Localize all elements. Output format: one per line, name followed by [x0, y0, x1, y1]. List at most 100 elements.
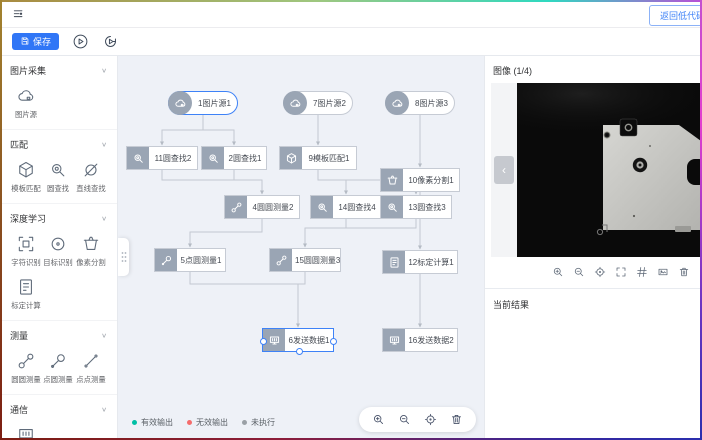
flow-node[interactable]: 13圆查找3 [380, 195, 452, 219]
cube-icon [280, 147, 302, 169]
chevron-down-icon: ∨ [101, 140, 107, 149]
sidebar-tool-label: 标定计算 [11, 301, 41, 310]
node-layer: 1图片源1 7图片源2 8图片源3 11圆查找2 2圆查找1 9模板匹配1 10像素分割1 4… [118, 56, 484, 440]
compare-icon[interactable] [657, 266, 669, 278]
sidebar-tool-label: 圆圆测量 [11, 375, 41, 384]
sidebar-section: 通信 ∨ [0, 395, 117, 440]
flow-node[interactable]: 4圆圆测量2 [224, 195, 300, 219]
cube-icon [16, 160, 36, 180]
inspection-image [517, 83, 702, 257]
flow-node[interactable]: 1图片源1 [168, 91, 238, 115]
save-button[interactable]: 保存 [12, 33, 60, 50]
image-panel-title: 图像 (1/4) [493, 66, 533, 76]
run-once-button[interactable] [72, 33, 89, 50]
sidebar-collapse-handle[interactable] [118, 238, 129, 276]
flow-canvas[interactable]: 1图片源1 7图片源2 8图片源3 11圆查找2 2圆查找1 9模板匹配1 10像素分割1 4… [118, 56, 484, 440]
sidebar-tool[interactable]: 点点测量 [75, 351, 107, 385]
sidebar-tool[interactable] [10, 425, 42, 440]
flow-node[interactable]: 6发送数据1 [259, 328, 337, 355]
cloud-icon [16, 86, 36, 106]
circle-search-icon [202, 147, 224, 169]
locate-icon[interactable] [594, 266, 606, 278]
flow-node[interactable]: 12标定计算1 [382, 250, 458, 274]
sidebar-tool[interactable]: 标定计算 [10, 277, 42, 311]
send-icon [383, 329, 405, 351]
flow-node-label: 6发送数据1 [288, 335, 330, 345]
inspector-panel: 图像 (1/4) ‹ [484, 56, 702, 440]
sidebar-section-header[interactable]: 测量 ∨ [10, 329, 107, 342]
sidebar-tool[interactable]: 字符识别 [10, 234, 42, 268]
sidebar-tool-label: 点圆测量 [43, 375, 74, 384]
flow-node[interactable]: 10像素分割1 [380, 168, 460, 192]
run-continuous-button[interactable] [102, 33, 119, 50]
sidebar-tool[interactable]: 模板匹配 [10, 160, 42, 194]
sidebar-tool[interactable]: 像素分割 [75, 234, 107, 268]
prev-image-button[interactable]: ‹ [494, 156, 514, 184]
legend-dot [242, 420, 247, 425]
back-to-lowcode-button[interactable]: 返回低代码 [648, 5, 702, 26]
flow-node-label: 12标定计算1 [408, 257, 454, 267]
sidebar-section: 图片采集 ∨ 图片源 [0, 56, 117, 130]
sidebar-section-header[interactable]: 匹配 ∨ [10, 138, 107, 151]
legend-label: 有效输出 [141, 418, 173, 427]
flow-node-label: 10像素分割1 [408, 175, 454, 185]
flow-node[interactable]: 7图片源2 [283, 91, 353, 115]
cloud-icon [283, 91, 307, 115]
flow-node[interactable]: 15圆圆测量3 [269, 248, 341, 272]
sidebar-section-header[interactable]: 图片采集 ∨ [10, 64, 107, 77]
flow-node[interactable]: 9模板匹配1 [279, 146, 357, 170]
grid-icon[interactable] [636, 266, 648, 278]
target-icon [48, 234, 68, 254]
image-toolbar [485, 257, 702, 285]
zoom-in-icon[interactable] [372, 413, 385, 426]
menu-icon[interactable] [12, 7, 26, 21]
chevron-down-icon: ∨ [101, 214, 107, 223]
flow-node[interactable]: 14圆查找4 [310, 195, 382, 219]
flow-node-label: 13圆查找3 [408, 202, 446, 212]
zoom-in-icon[interactable] [552, 266, 564, 278]
action-bar: 保存 [0, 28, 702, 56]
legend-label: 无效输出 [196, 418, 228, 427]
zoom-out-icon[interactable] [398, 413, 411, 426]
sidebar-tool[interactable]: 目标识别 [42, 234, 74, 268]
delete-icon[interactable] [678, 266, 690, 278]
sidebar-section-label: 匹配 [10, 140, 29, 150]
connection-port[interactable] [259, 338, 267, 345]
sidebar-section-tools: 字符识别 目标识别 像素分割标定计算 [10, 234, 107, 320]
delete-icon[interactable] [450, 413, 463, 426]
connection-port[interactable] [329, 338, 337, 345]
flow-node[interactable]: 2圆查找1 [201, 146, 267, 170]
flow-edge [189, 272, 300, 328]
sidebar-tool[interactable]: 图片源 [10, 86, 42, 120]
flow-edge [305, 219, 417, 229]
locate-icon[interactable] [424, 413, 437, 426]
flow-node-label: 7图片源2 [313, 98, 346, 108]
chevron-down-icon: ∨ [101, 331, 107, 340]
measure-cc-icon [270, 249, 292, 271]
flow-node[interactable]: 16发送数据2 [382, 328, 458, 352]
measure-pp-icon [81, 351, 101, 371]
sidebar-section-tools: 圆圆测量 点圆测量 点点测量 [10, 351, 107, 394]
chevron-down-icon: ∨ [101, 66, 107, 75]
sidebar-tool[interactable]: 圆圆测量 [10, 351, 42, 385]
flow-node-label: 9模板匹配1 [308, 153, 350, 163]
flow-node-label: 16发送数据2 [408, 335, 454, 345]
sidebar-tool-label: 图片源 [15, 110, 38, 119]
sidebar-section-header[interactable]: 深度学习 ∨ [10, 212, 107, 225]
zoom-out-icon[interactable] [573, 266, 585, 278]
connection-port[interactable] [296, 347, 303, 355]
flow-node[interactable]: 8图片源3 [385, 91, 455, 115]
sidebar-section-header[interactable]: 通信 ∨ [10, 403, 107, 416]
flow-node-label: 5点圆测量1 [180, 255, 222, 265]
flow-node[interactable]: 5点圆测量1 [154, 248, 226, 272]
send-icon [263, 329, 285, 351]
sidebar-tool[interactable]: 直线查找 [75, 160, 107, 194]
flow-edge [161, 170, 264, 195]
send-icon [16, 425, 36, 440]
save-label: 保存 [33, 37, 52, 47]
sidebar-tool[interactable]: 点圆测量 [42, 351, 74, 385]
flow-node[interactable]: 11圆查找2 [126, 146, 198, 170]
circle-search-icon [48, 160, 68, 180]
sidebar-tool[interactable]: 圆查找 [42, 160, 74, 194]
fullscreen-icon[interactable] [615, 266, 627, 278]
